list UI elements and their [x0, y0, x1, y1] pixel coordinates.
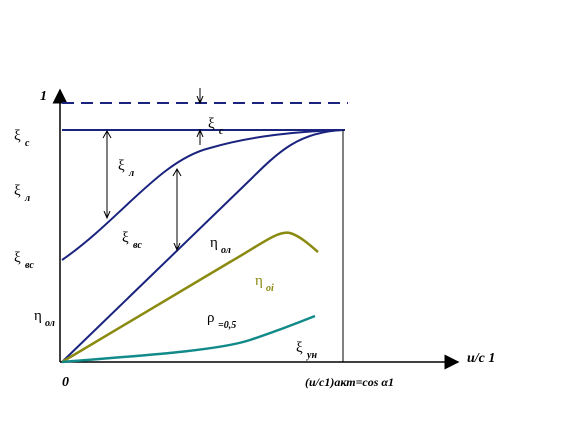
arrow-head: [102, 129, 112, 139]
left-label-symbol: ξ: [14, 250, 21, 266]
curve-label-sub: ун: [306, 350, 317, 361]
curve-label-sub: вс: [133, 240, 142, 251]
curve-eta-oi: [61, 231, 319, 364]
y-one: 1: [40, 89, 47, 104]
curve-label-sub: л: [128, 168, 134, 179]
labels: ξ сξ лξ всη олξ сξ лξ вс η олη oiρ =0,5ξ ун: [14, 116, 317, 361]
curve-label-symbol: η: [210, 235, 218, 251]
curve-label-sub: =0,5: [218, 320, 236, 331]
left-label-sub: ол: [45, 318, 55, 329]
curve-label-symbol: ξ: [296, 340, 303, 356]
left-label-symbol: η: [34, 308, 42, 324]
curve-label-sub: с: [219, 126, 224, 137]
curve-label-symbol: ξ: [208, 116, 215, 132]
left-label-symbol: ξ: [14, 128, 21, 144]
left-label-sub: л: [24, 193, 30, 204]
x-axis-label: u/c 1: [467, 351, 495, 366]
arrow-head: [172, 167, 182, 177]
curve-label-symbol: ξ: [118, 158, 125, 174]
left-label-sub: с: [25, 138, 30, 149]
origin: 0: [62, 375, 69, 390]
curve-label-symbol: η: [255, 273, 263, 289]
curve-label-sub: oi: [266, 283, 274, 294]
curve-xi-l: [61, 129, 344, 261]
curve-label-symbol: ρ: [207, 310, 215, 326]
curve-xi-vs: [61, 129, 344, 363]
curve-label-sub: ол: [221, 245, 231, 256]
left-label-symbol: ξ: [14, 183, 21, 199]
curve-xi-un: [61, 314, 316, 364]
curve-label-symbol: ξ: [122, 230, 129, 246]
x-mark-label: (u/c1)акт=cos α1: [305, 375, 394, 389]
left-label-sub: вс: [25, 260, 34, 271]
